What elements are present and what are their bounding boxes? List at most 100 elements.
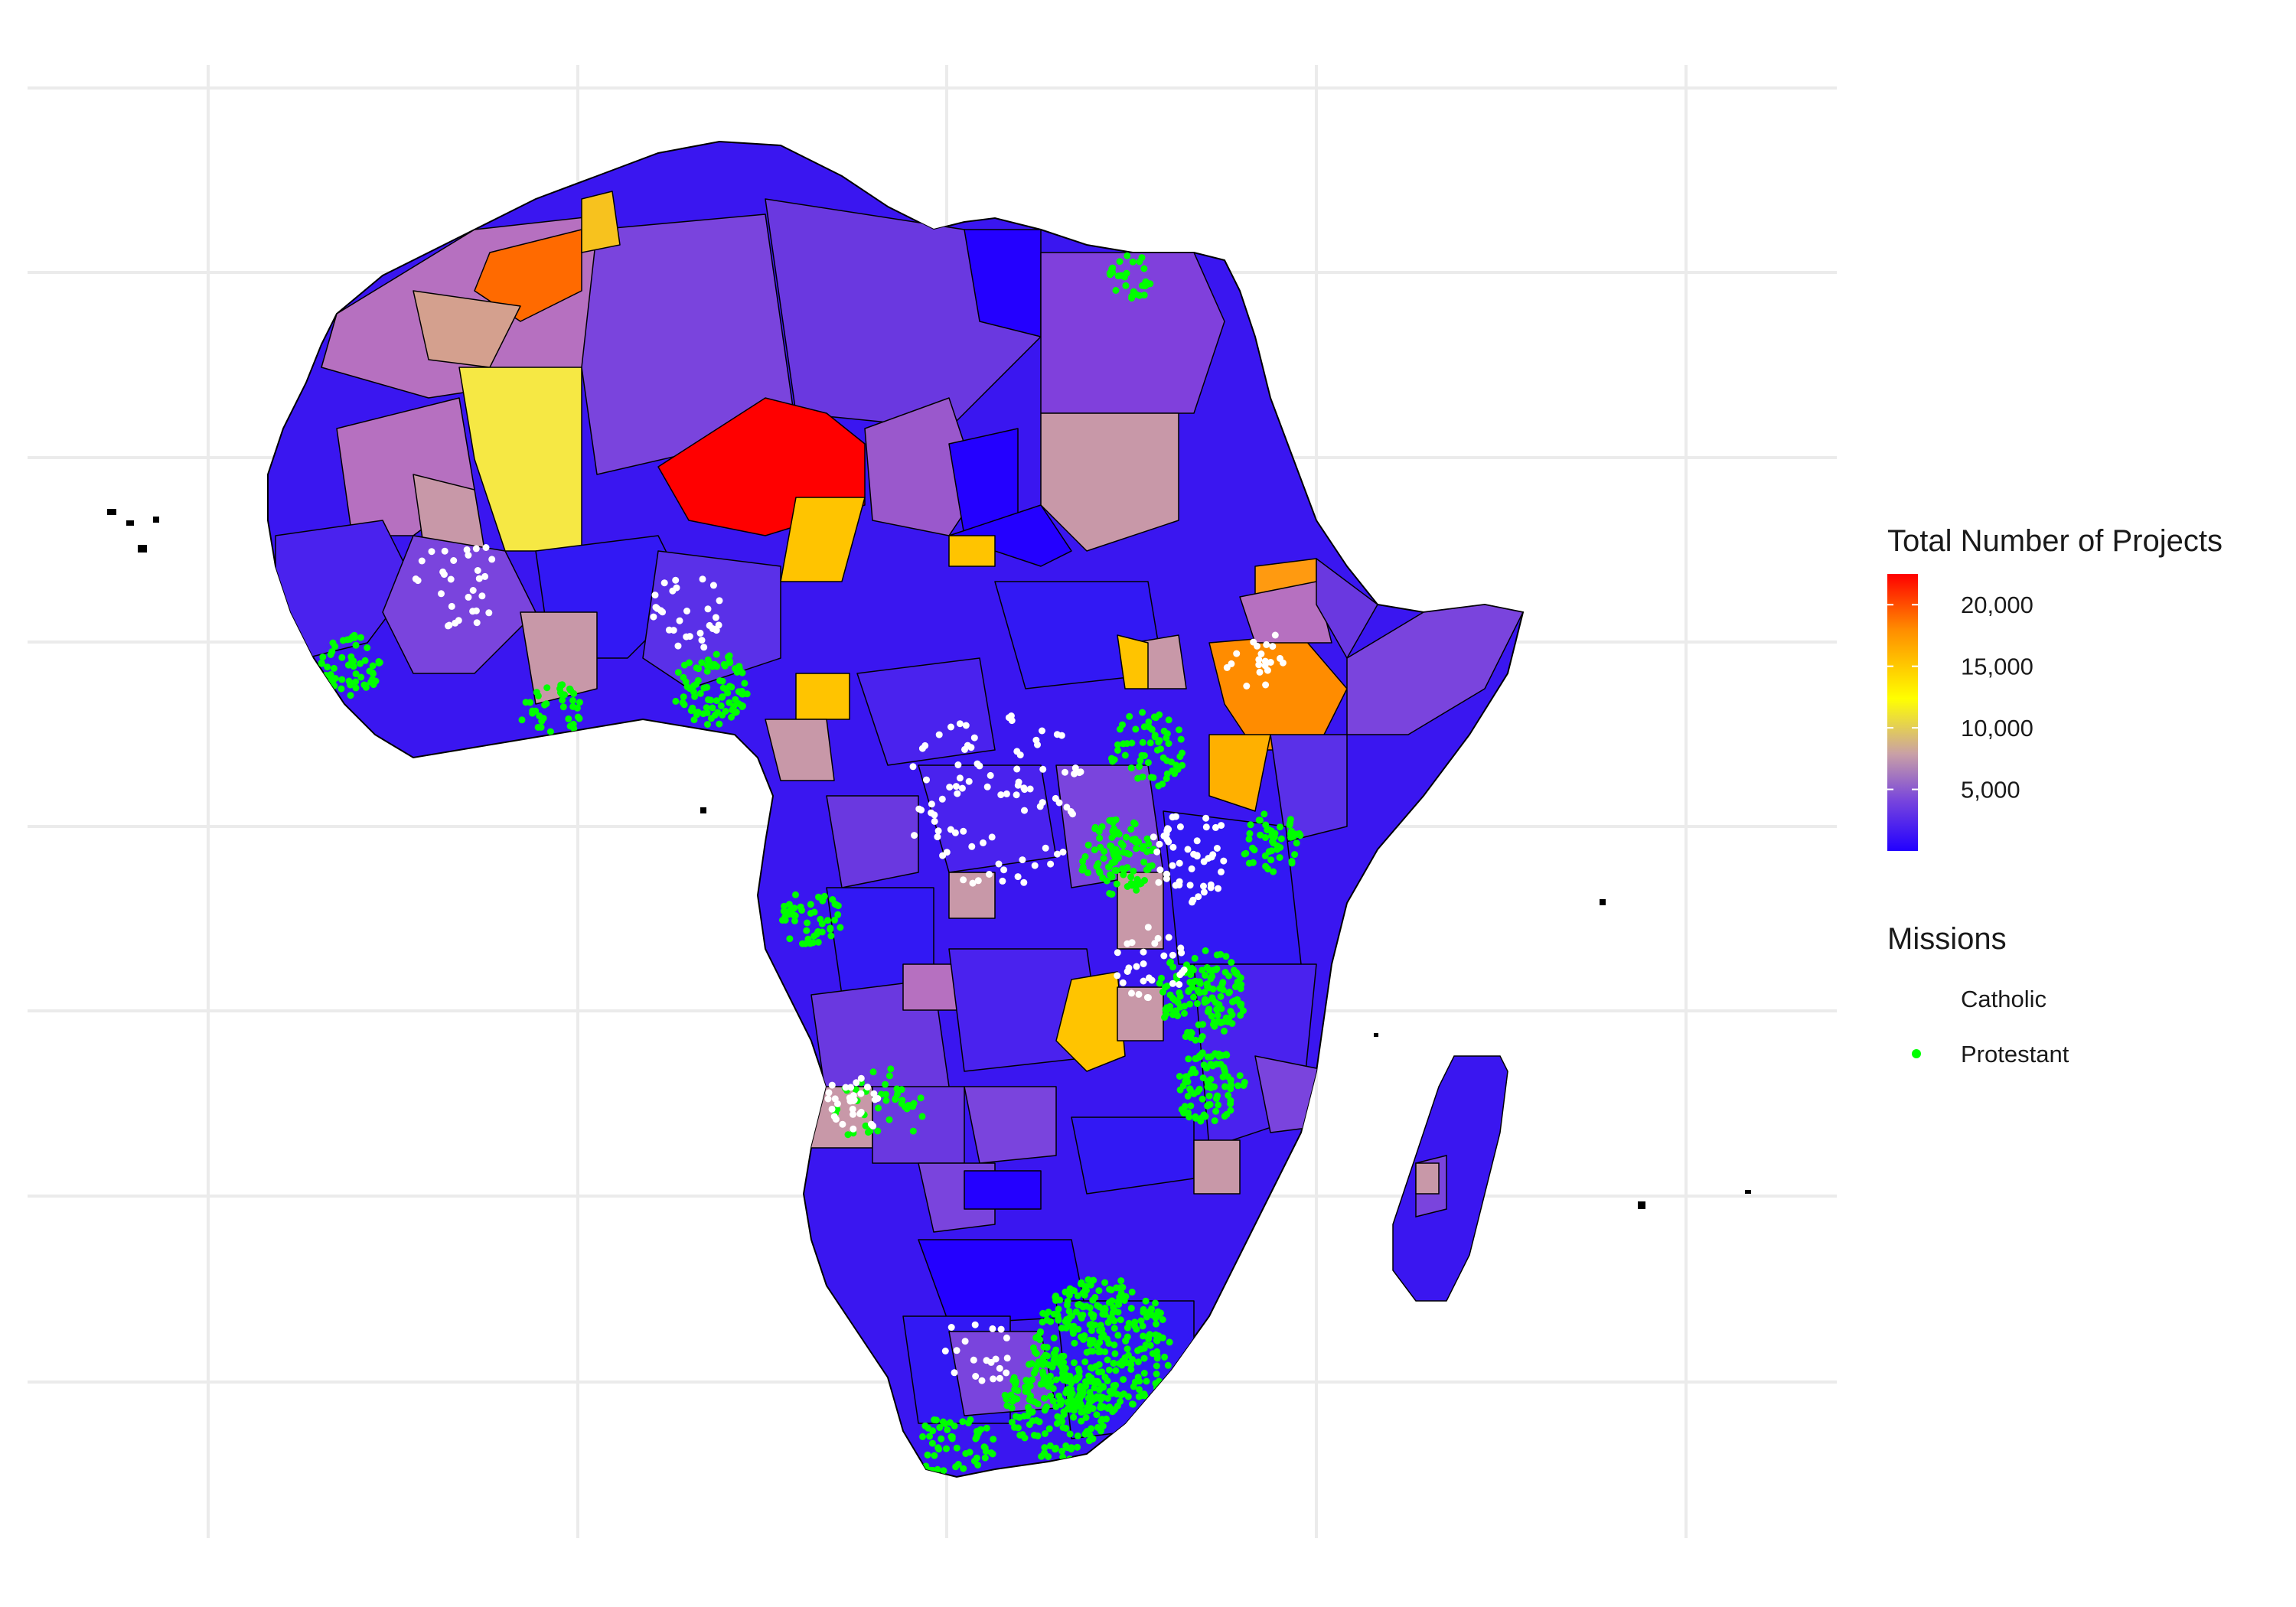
catholic-mission-point (1218, 868, 1225, 875)
protestant-mission-point (1085, 1400, 1093, 1407)
catholic-mission-point (956, 774, 964, 782)
protestant-mission-point (1190, 978, 1198, 986)
protestant-mission-point (707, 696, 715, 704)
protestant-mission-point (1152, 1314, 1159, 1322)
catholic-mission-point (1169, 951, 1176, 959)
protestant-mission-point (887, 1065, 895, 1073)
protestant-mission-point (980, 1443, 988, 1451)
protestant-mission-point (566, 685, 573, 693)
protestant-mission-point (543, 700, 550, 708)
catholic-mission-point (1190, 850, 1198, 858)
catholic-mission-point (1220, 857, 1228, 865)
protestant-mission-point (1058, 1447, 1066, 1455)
region-central-1 (856, 657, 996, 766)
protestant-mission-point (1094, 1379, 1102, 1387)
protestant-mission-point (1084, 869, 1091, 877)
protestant-mission-point (1262, 834, 1269, 841)
protestant-mission-point (1105, 1299, 1113, 1306)
mission-points (318, 252, 1304, 1477)
protestant-mission-point (360, 681, 368, 689)
protestant-mission-point (1277, 823, 1283, 831)
protestant-mission-point (1153, 1320, 1159, 1328)
catholic-mission-point (1054, 850, 1061, 858)
catholic-mission-point (971, 1321, 979, 1328)
protestant-mission-point (1199, 1095, 1206, 1103)
protestant-mission-point (1186, 1086, 1194, 1094)
protestant-mission-point (1179, 749, 1186, 757)
protestant-mission-point (352, 678, 360, 686)
protestant-mission-point (1205, 1077, 1213, 1084)
protestant-mission-point (1143, 835, 1151, 843)
protestant-mission-point (1081, 852, 1089, 860)
region-chad-small (948, 535, 996, 567)
protestant-mission-point (1088, 1339, 1095, 1347)
catholic-mission-point (1169, 980, 1176, 987)
region-namibia-south (964, 1086, 1057, 1164)
protestant-mission-point (1072, 1308, 1080, 1315)
catholic-mission-point (1125, 964, 1133, 972)
protestant-mission-point (1083, 1407, 1090, 1414)
catholic-mission-point (1255, 656, 1263, 663)
catholic-mission-point (1119, 979, 1127, 986)
protestant-mission-point (1068, 1385, 1075, 1393)
protestant-mission-point (803, 927, 810, 934)
catholic-mission-point (428, 548, 435, 556)
protestant-mission-point (1091, 846, 1098, 854)
protestant-mission-point (1137, 1345, 1144, 1353)
protestant-mission-point (1127, 826, 1135, 833)
protestant-mission-point (1131, 1319, 1139, 1326)
protestant-mission-point (1222, 953, 1230, 960)
catholic-mission-point (1243, 683, 1251, 689)
protestant-mission-point (1131, 820, 1139, 828)
protestant-mission-point (1064, 1405, 1071, 1413)
catholic-mission-point (716, 597, 723, 605)
protestant-mission-point (1217, 950, 1225, 958)
protestant-mission-point (703, 683, 711, 691)
protestant-mission-point (791, 917, 798, 924)
protestant-mission-point (1121, 751, 1129, 759)
protestant-mission-point (1192, 1036, 1199, 1044)
protestant-mission-point (791, 912, 799, 919)
protestant-mission-point (1164, 1361, 1172, 1369)
catholic-mission-point (1262, 681, 1270, 689)
catholic-mission-point (1026, 785, 1034, 793)
madagascar-island (1392, 1055, 1508, 1302)
protestant-mission-point (951, 1422, 958, 1429)
protestant-mission-point (804, 935, 812, 943)
protestant-mission-point (703, 704, 710, 712)
protestant-mission-point (690, 716, 698, 724)
protestant-mission-point (1095, 1287, 1103, 1295)
catholic-mission-point (1077, 768, 1084, 776)
catholic-mission-point (674, 642, 682, 650)
catholic-mission-point (911, 832, 918, 839)
protestant-mission-point (815, 893, 822, 901)
catholic-mission-point (1213, 845, 1221, 852)
protestant-mission-point (1192, 1113, 1199, 1120)
catholic-mission-point (465, 552, 472, 559)
catholic-mission-point (1255, 661, 1263, 669)
protestant-mission-point (1120, 871, 1127, 878)
protestant-mission-point (1100, 1403, 1107, 1410)
island-cape-verde (153, 517, 159, 523)
protestant-mission-point (1041, 1407, 1049, 1414)
protestant-mission-point (738, 687, 745, 695)
catholic-mission-point (1193, 837, 1201, 845)
island-seychelles (1600, 899, 1606, 905)
protestant-mission-point (1111, 1406, 1118, 1413)
protestant-mission-point (1039, 1354, 1047, 1361)
catholic-mission-point (946, 784, 954, 791)
catholic-mission-point (941, 1348, 949, 1354)
protestant-mission-point (1127, 873, 1135, 881)
catholic-mission-point (1144, 994, 1152, 1002)
protestant-mission-point (936, 1424, 944, 1431)
protestant-mission-point (827, 924, 834, 932)
region-sudan-yellow (1117, 634, 1149, 689)
protestant-mission-point (1128, 292, 1136, 300)
catholic-mission-point (463, 546, 471, 553)
catholic-mission-point (683, 608, 690, 614)
catholic-mission-point (988, 833, 996, 841)
protestant-mission-point (1208, 973, 1216, 980)
protestant-mission-point (1277, 835, 1285, 843)
protestant-mission-point (1251, 846, 1258, 854)
